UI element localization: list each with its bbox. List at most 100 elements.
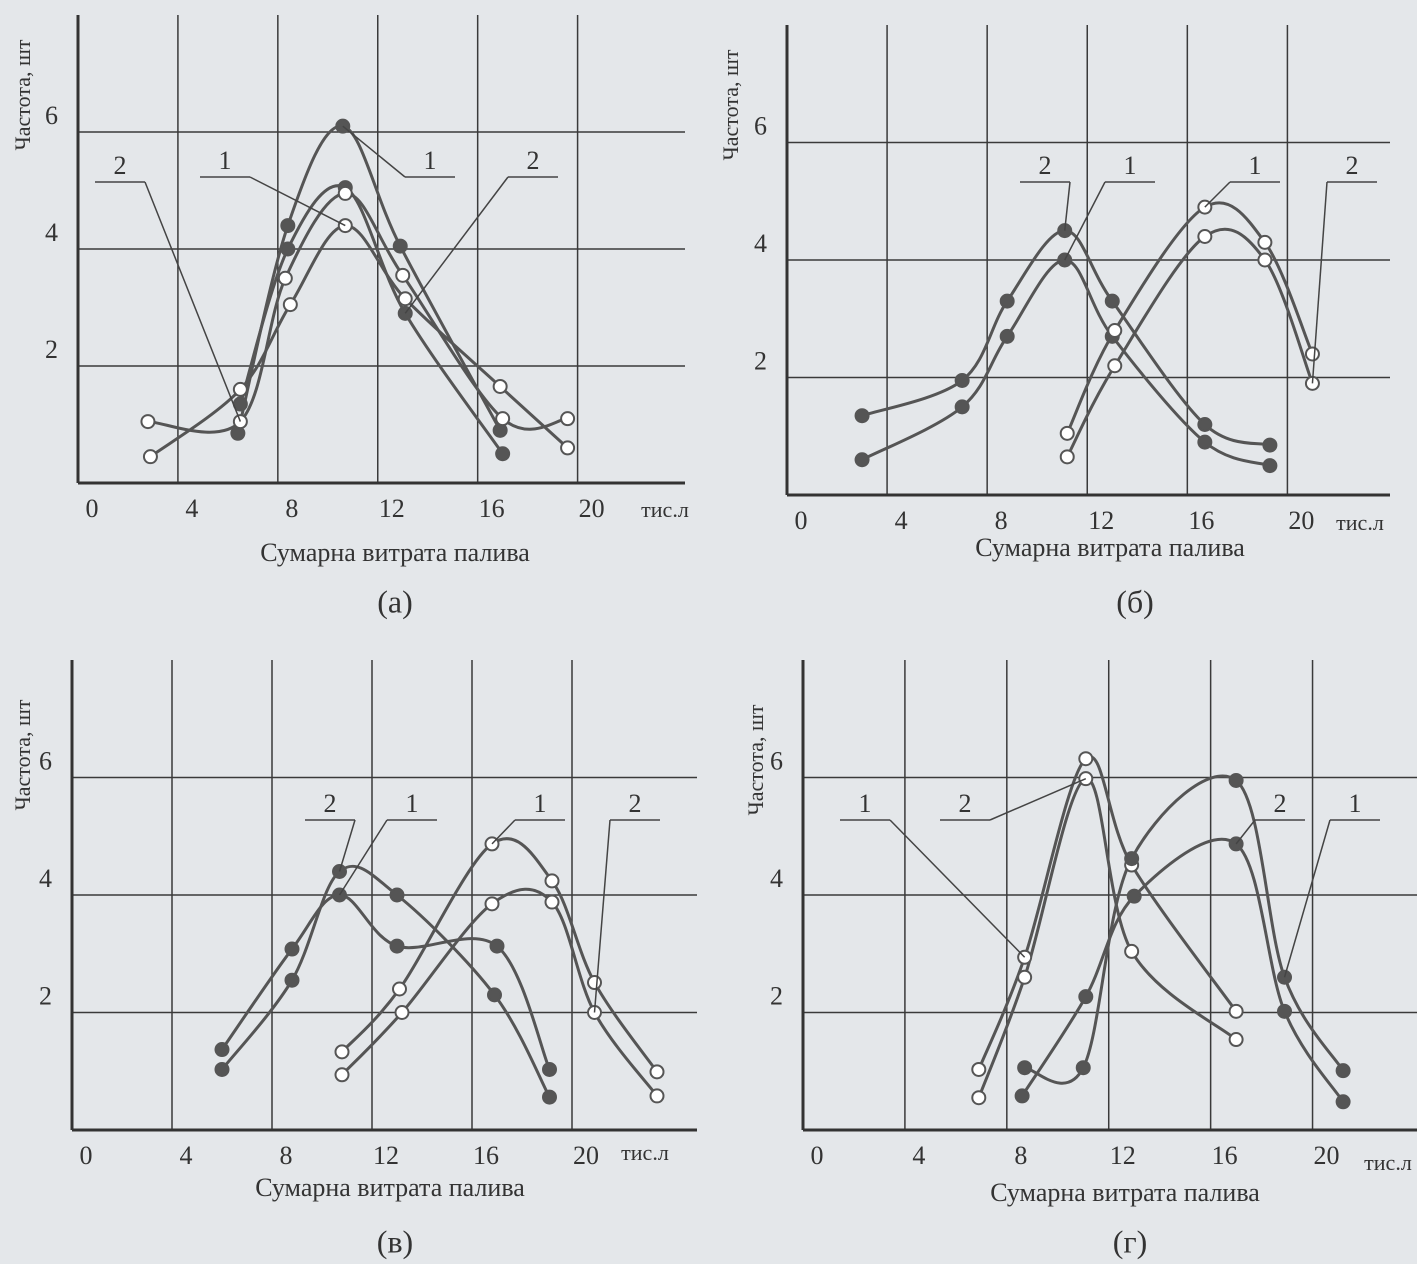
point (546, 874, 559, 887)
point (144, 450, 157, 463)
x-tick-label: 20 (1288, 506, 1314, 535)
x-tick-label: 8 (1014, 1141, 1027, 1170)
x-tick-label: 8 (280, 1141, 293, 1170)
y-tick-label: 6 (45, 101, 58, 130)
point (1278, 1005, 1291, 1018)
x-tick-label: 12 (1088, 506, 1114, 535)
point (396, 1006, 409, 1019)
x-axis-title: Сумарна витрата палива (990, 1178, 1260, 1207)
point (216, 1043, 229, 1056)
background (0, 0, 1417, 1264)
point (1337, 1095, 1350, 1108)
point (1337, 1064, 1350, 1077)
y-tick-label: 6 (770, 746, 783, 775)
point (1306, 348, 1319, 361)
curve-label: 2 (324, 789, 337, 818)
caption: (г) (1113, 1223, 1147, 1259)
x-tick-label: 4 (180, 1141, 193, 1170)
point (1230, 1005, 1243, 1018)
point (561, 441, 574, 454)
curve-label: 1 (406, 789, 419, 818)
point (543, 1091, 556, 1104)
point (1108, 359, 1121, 372)
y-tick-label: 2 (45, 335, 58, 364)
x-tick-label: 4 (895, 506, 908, 535)
chart-sheet: 048121620246тис.лСумарна витрата палива(… (0, 0, 1417, 1264)
x-unit: тис.л (641, 497, 689, 522)
y-tick-label: 4 (754, 229, 767, 258)
curve-label: 1 (859, 789, 872, 818)
point (1106, 295, 1119, 308)
point (1001, 330, 1014, 343)
point (286, 974, 299, 987)
point (543, 1063, 556, 1076)
point (391, 940, 404, 953)
curve-label: 2 (527, 146, 540, 175)
point (651, 1065, 664, 1078)
y-axis-title: Частота, шт (10, 699, 35, 810)
y-tick-label: 4 (45, 218, 58, 247)
x-unit: тис.л (1336, 510, 1384, 535)
point (336, 1068, 349, 1081)
y-tick-label: 4 (39, 864, 52, 893)
point (1230, 1033, 1243, 1046)
point (1258, 236, 1271, 249)
y-tick-label: 2 (770, 981, 783, 1010)
point (651, 1089, 664, 1102)
point (1018, 1061, 1031, 1074)
point (1079, 752, 1092, 765)
point (561, 412, 574, 425)
y-axis-title: Частота, шт (10, 39, 35, 150)
x-unit: тис.л (1364, 1150, 1412, 1175)
point (1258, 254, 1271, 267)
point (1016, 1089, 1029, 1102)
x-unit: тис.л (621, 1140, 669, 1165)
y-axis-title: Частота, шт (718, 49, 743, 160)
point (1079, 990, 1092, 1003)
x-tick-label: 0 (80, 1141, 93, 1170)
point (1125, 945, 1138, 958)
point (216, 1063, 229, 1076)
point (399, 292, 412, 305)
page: 048121620246тис.лСумарна витрата палива(… (0, 0, 1417, 1264)
point (281, 243, 294, 256)
point (1263, 459, 1276, 472)
point (1230, 774, 1243, 787)
y-tick-label: 4 (770, 864, 783, 893)
curve-label: 1 (1349, 789, 1362, 818)
y-tick-label: 6 (39, 746, 52, 775)
point (1108, 324, 1121, 337)
x-tick-label: 16 (1188, 506, 1214, 535)
x-tick-label: 16 (479, 494, 505, 523)
y-tick-label: 2 (754, 346, 767, 375)
x-tick-label: 0 (86, 494, 99, 523)
x-tick-label: 8 (995, 506, 1008, 535)
point (972, 1063, 985, 1076)
point (281, 219, 294, 232)
x-tick-label: 8 (285, 494, 298, 523)
point (496, 447, 509, 460)
y-axis-title: Частота, шт (743, 704, 768, 815)
point (1001, 295, 1014, 308)
point (286, 943, 299, 956)
point (1128, 890, 1141, 903)
point (284, 298, 297, 311)
point (1125, 852, 1138, 865)
x-tick-label: 16 (1212, 1141, 1238, 1170)
point (486, 897, 499, 910)
caption: (в) (377, 1223, 413, 1259)
curve-label: 2 (1039, 151, 1052, 180)
caption: (б) (1116, 583, 1154, 619)
point (1077, 1061, 1090, 1074)
point (1263, 439, 1276, 452)
point (546, 896, 559, 909)
point (336, 1045, 349, 1058)
point (1018, 971, 1031, 984)
point (279, 272, 292, 285)
point (491, 940, 504, 953)
x-axis-title: Сумарна витрата палива (260, 538, 530, 567)
point (234, 383, 247, 396)
curve-label: 1 (1124, 151, 1137, 180)
x-axis-title: Сумарна витрата палива (255, 1173, 525, 1202)
point (141, 415, 154, 428)
